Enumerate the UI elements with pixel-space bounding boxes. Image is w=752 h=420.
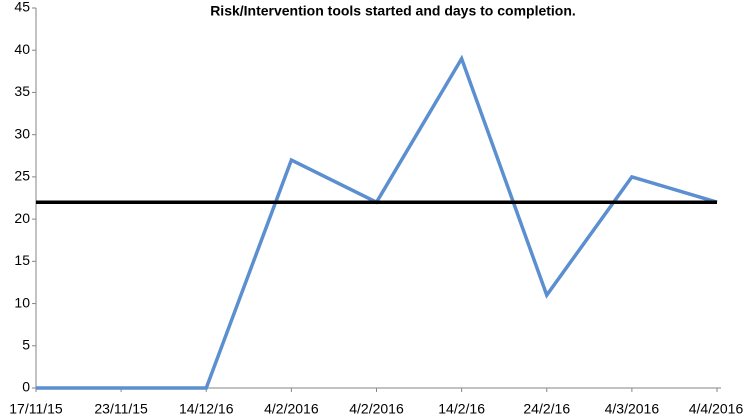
x-tick-label: 24/2/16: [523, 401, 570, 417]
data-line: [36, 54, 718, 390]
x-tick-label: 17/11/15: [9, 401, 63, 417]
x-tick-label: 4/2/2016: [349, 401, 404, 417]
x-tick-label: 14/12/16: [179, 401, 234, 417]
y-tick-label: 45: [14, 0, 30, 15]
y-tick-label: 10: [14, 294, 30, 310]
x-tick-label: 4/4/2016: [689, 401, 744, 417]
y-tick-label: 0: [22, 379, 30, 395]
y-tick-label: 30: [14, 125, 30, 141]
y-tick-label: 20: [14, 210, 30, 226]
chart-title: Risk/Intervention tools started and days…: [210, 3, 576, 19]
x-tick-label: 4/2/2016: [264, 401, 319, 417]
y-tick-label: 5: [22, 336, 30, 352]
y-tick-label: 40: [14, 41, 30, 57]
y-tick-label: 15: [14, 252, 30, 268]
x-tick-label: 4/3/2016: [605, 401, 660, 417]
y-tick-label: 25: [14, 168, 30, 184]
x-tick-label: 14/2/16: [438, 401, 485, 417]
x-tick-label: 23/11/15: [94, 401, 148, 417]
y-tick-label: 35: [14, 83, 30, 99]
